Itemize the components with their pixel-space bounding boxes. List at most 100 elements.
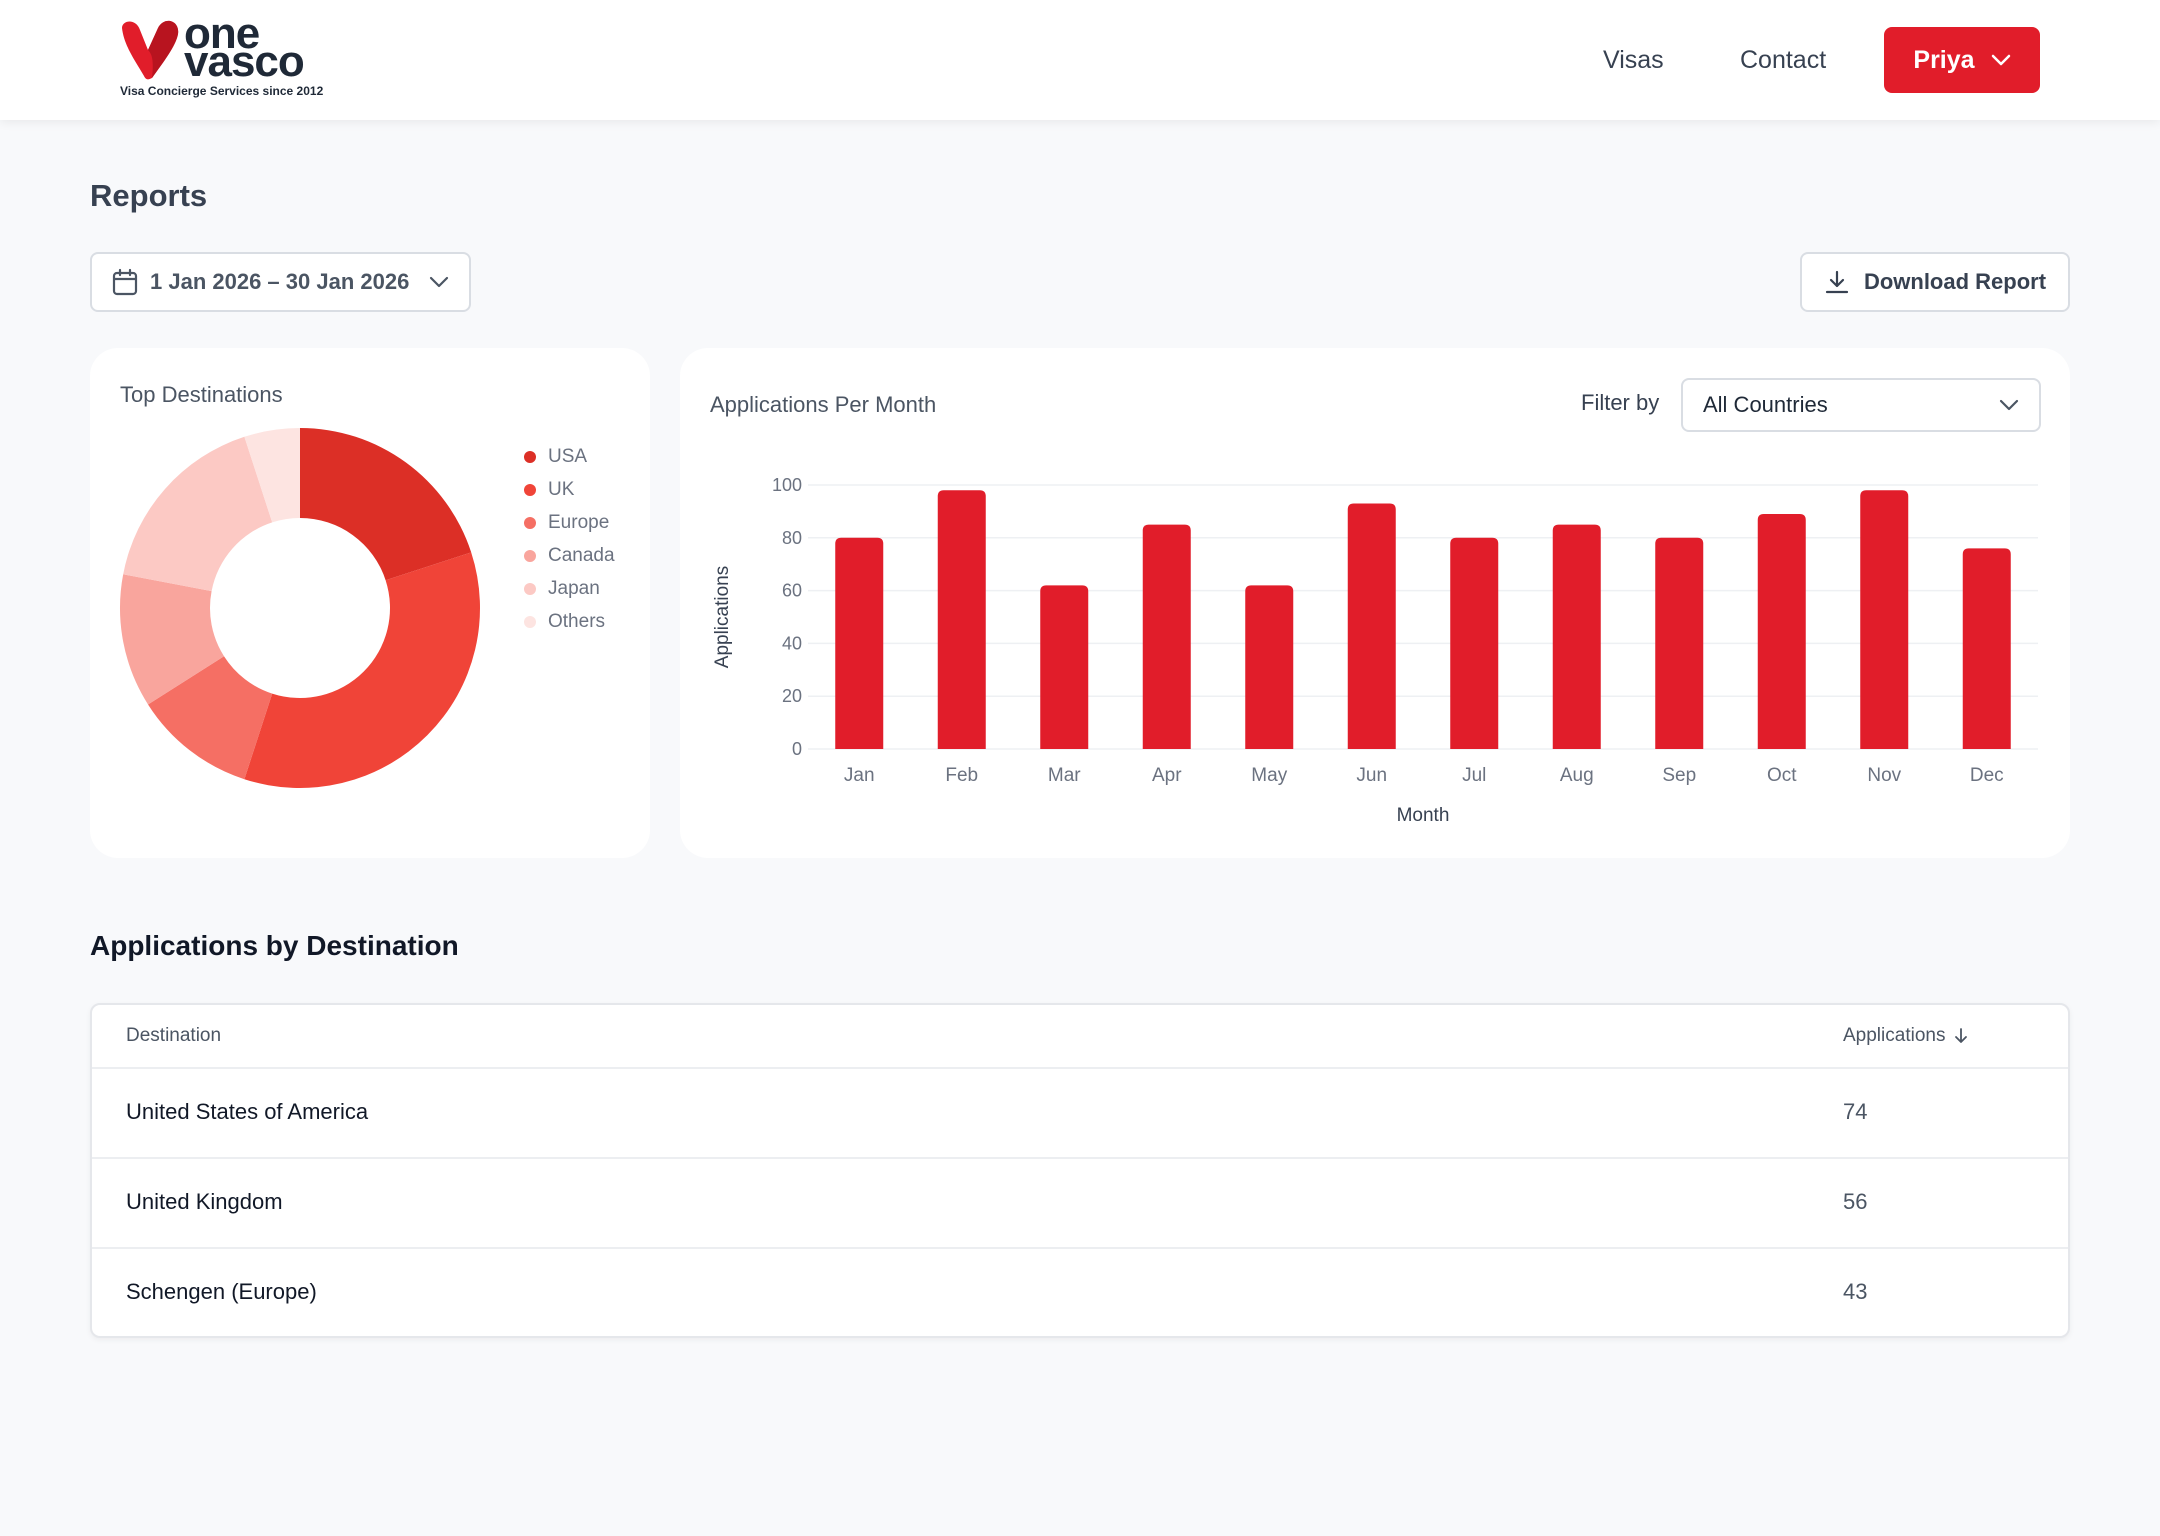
table-row[interactable]: Schengen (Europe) 43	[92, 1249, 2068, 1336]
row-destination: United Kingdom	[126, 1189, 283, 1214]
legend-item-others[interactable]: Others	[524, 605, 615, 638]
bar-aug[interactable]	[1552, 524, 1601, 749]
bar-oct[interactable]	[1757, 514, 1806, 749]
y-tick-label: 0	[792, 739, 802, 759]
user-name: Priya	[1913, 45, 1975, 74]
onevasco-logo[interactable]: one vasco Visa Concierge Services since …	[118, 12, 338, 102]
legend-item-usa[interactable]: USA	[524, 440, 615, 473]
nav-link-visas[interactable]: Visas	[1603, 46, 1664, 74]
x-axis-label: Month	[1397, 805, 1450, 826]
legend-label: Europe	[548, 511, 610, 533]
donut-slice-uk[interactable]	[244, 552, 481, 788]
destinations-table: Destination Applications United States o…	[90, 1003, 2070, 1338]
donut-slice-canada[interactable]	[120, 574, 225, 705]
date-range-value: 1 Jan 2026 – 30 Jan 2026	[150, 269, 410, 294]
legend-label: Japan	[548, 577, 600, 599]
x-tick-label: Dec	[1970, 765, 2004, 786]
donut-slice-europe[interactable]	[148, 656, 273, 780]
applications-per-month-title: Applications Per Month	[710, 392, 937, 417]
legend-label: USA	[548, 445, 588, 467]
logo-tagline: Visa Concierge Services since 2012	[120, 84, 324, 98]
legend-dot	[524, 516, 536, 529]
bar-jul[interactable]	[1450, 537, 1499, 749]
legend-item-uk[interactable]: UK	[524, 473, 615, 506]
x-tick-label: Mar	[1048, 765, 1081, 786]
legend-label: Canada	[548, 544, 615, 566]
x-tick-label: Feb	[945, 765, 978, 786]
calendar-icon	[112, 268, 138, 296]
x-tick-label: Apr	[1152, 765, 1182, 786]
user-menu-button[interactable]: Priya	[1884, 27, 2040, 93]
download-icon	[1825, 270, 1849, 294]
x-tick-label: Nov	[1867, 765, 1901, 786]
arrow-down-icon	[1955, 1028, 1968, 1043]
chevron-down-icon	[430, 276, 449, 288]
legend-label: UK	[548, 478, 575, 500]
legend-dot	[524, 615, 536, 628]
country-filter-select[interactable]: All Countries	[1681, 378, 2041, 432]
bar-dec[interactable]	[1962, 548, 2011, 749]
x-tick-label: May	[1251, 765, 1287, 786]
bar-nov[interactable]	[1860, 490, 1909, 749]
applications-bar-chart: 0 20 40 60 80 100 Jan Feb Mar Apr May Jun Jul Aug Sep O…	[712, 475, 2038, 826]
donut-slice-usa[interactable]	[300, 428, 472, 581]
donut-slice-japan[interactable]	[123, 436, 273, 592]
applications-by-destination-title: Applications by Destination	[90, 930, 459, 961]
column-header-applications-label: Applications	[1843, 1025, 1946, 1046]
legend-dot	[524, 450, 536, 463]
date-range-picker[interactable]: 1 Jan 2026 – 30 Jan 2026	[90, 252, 471, 312]
logo-word-vasco: vasco	[184, 37, 305, 86]
chevron-down-icon	[1999, 399, 2019, 411]
legend-item-canada[interactable]: Canada	[524, 539, 615, 572]
x-tick-label: Oct	[1767, 765, 1797, 786]
chevron-down-icon	[1991, 54, 2010, 66]
donut-slice-others[interactable]	[244, 428, 300, 523]
row-applications: 74	[1843, 1099, 1868, 1124]
x-tick-label: Jan	[844, 765, 875, 786]
download-report-button[interactable]: Download Report	[1800, 252, 2070, 312]
x-tick-label: Aug	[1560, 765, 1594, 786]
donut-legend: USA UK Europe Canada Japan Others	[524, 440, 615, 638]
y-tick-label: 100	[772, 475, 802, 495]
nav-link-contact[interactable]: Contact	[1740, 46, 1827, 74]
x-tick-label: Sep	[1662, 765, 1696, 786]
legend-dot	[524, 549, 536, 562]
table-row[interactable]: United Kingdom 56	[92, 1159, 2068, 1249]
y-tick-label: 80	[782, 528, 802, 548]
row-applications: 56	[1843, 1189, 1868, 1214]
legend-item-japan[interactable]: Japan	[524, 572, 615, 605]
page-title: Reports	[90, 178, 208, 213]
bar-may[interactable]	[1245, 585, 1294, 749]
table-row[interactable]: United States of America 74	[92, 1069, 2068, 1159]
x-tick-label: Jul	[1462, 765, 1486, 786]
y-axis-label: Applications	[712, 566, 733, 668]
legend-label: Others	[548, 610, 606, 632]
bar-feb[interactable]	[937, 490, 986, 749]
table-header: Destination Applications	[92, 1005, 2068, 1069]
column-header-applications[interactable]: Applications	[1843, 1025, 1969, 1047]
row-destination: Schengen (Europe)	[126, 1279, 317, 1304]
top-header: one vasco Visa Concierge Services since …	[0, 0, 2160, 120]
column-header-destination[interactable]: Destination	[126, 1025, 222, 1046]
legend-dot	[524, 483, 536, 496]
x-tick-label: Jun	[1356, 765, 1387, 786]
bar-jan[interactable]	[835, 537, 884, 749]
bar-apr[interactable]	[1142, 524, 1191, 749]
country-filter-value: All Countries	[1703, 392, 1828, 417]
applications-per-month-card: Applications Per Month Filter by All Cou…	[680, 348, 2070, 858]
row-destination: United States of America	[126, 1099, 369, 1124]
top-destinations-donut-chart	[120, 428, 481, 788]
bar-sep[interactable]	[1655, 537, 1704, 749]
top-destinations-title: Top Destinations	[120, 382, 283, 407]
filter-label: Filter by	[1581, 390, 1660, 415]
y-tick-label: 20	[782, 686, 802, 706]
y-tick-label: 60	[782, 581, 802, 601]
download-report-label: Download Report	[1863, 269, 2047, 294]
top-destinations-card: Top Destinations USA UK Europe Canada Japan O…	[90, 348, 650, 858]
heart-v-logo-icon	[122, 20, 179, 80]
bar-mar[interactable]	[1040, 585, 1089, 749]
bar-jun[interactable]	[1347, 503, 1396, 749]
legend-item-europe[interactable]: Europe	[524, 506, 615, 539]
row-applications: 43	[1843, 1279, 1868, 1304]
legend-dot	[524, 582, 536, 595]
